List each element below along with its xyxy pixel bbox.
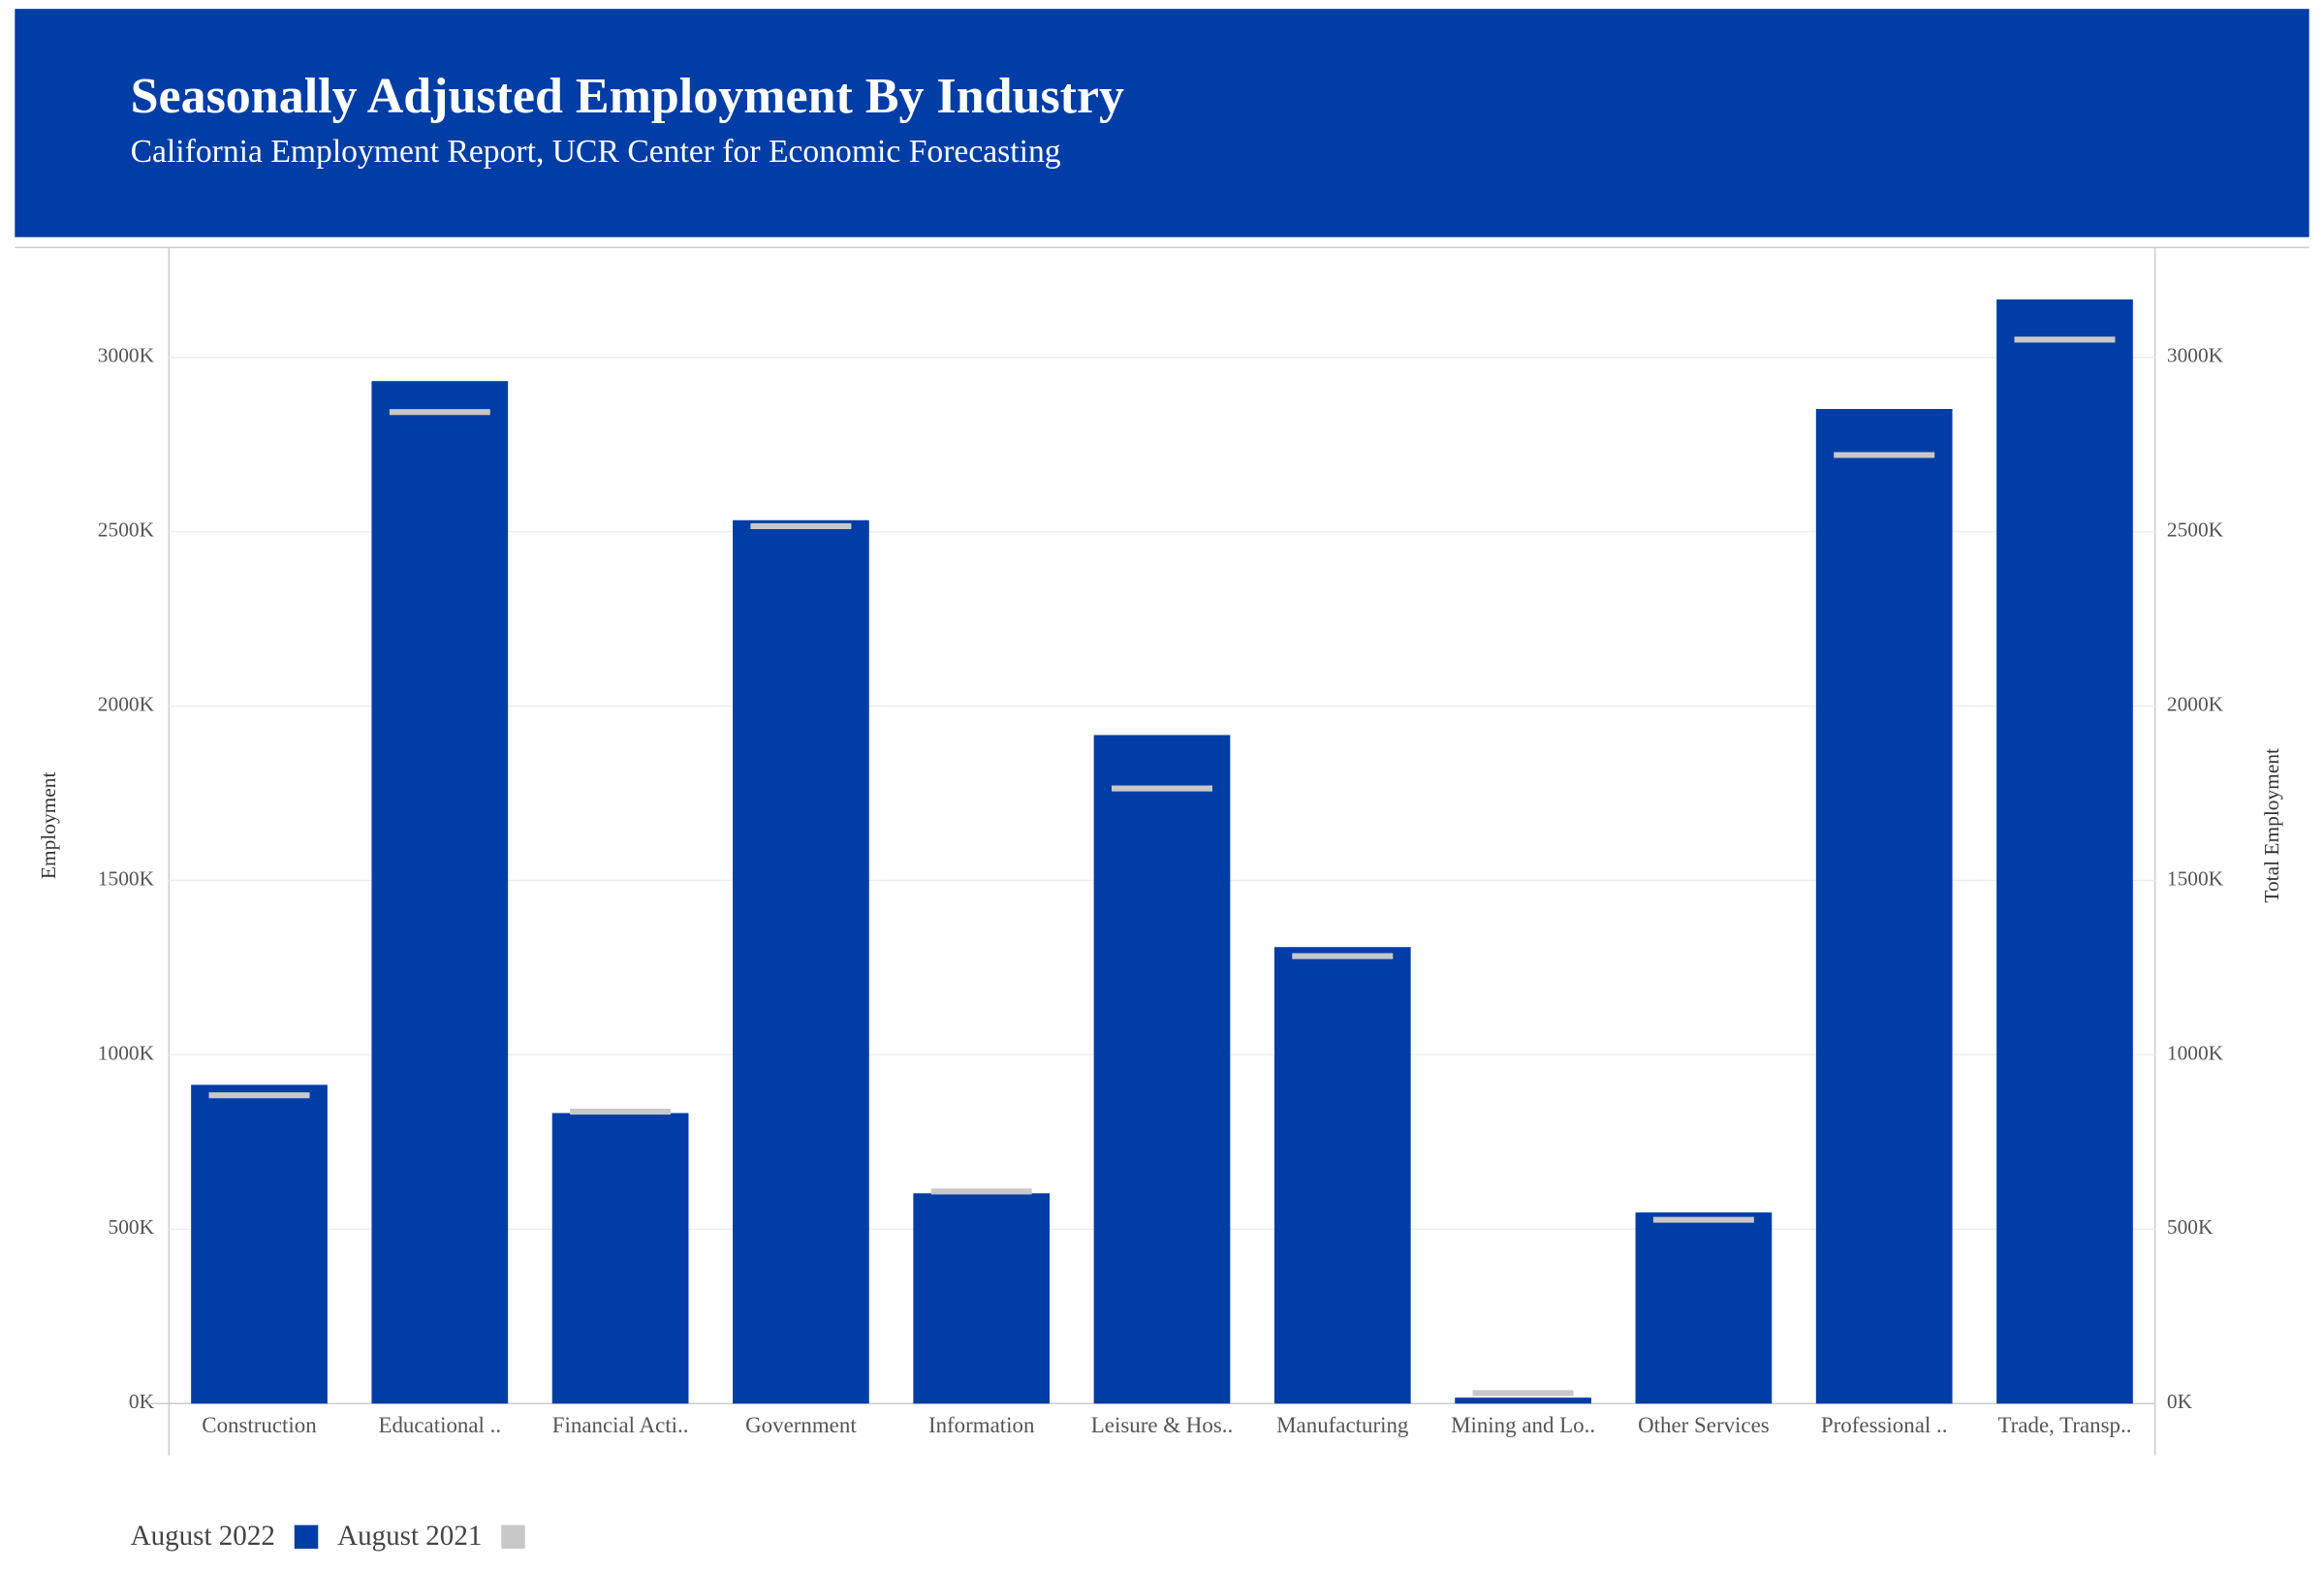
bar bbox=[733, 519, 869, 1404]
bar bbox=[371, 381, 509, 1404]
bar bbox=[1093, 735, 1231, 1404]
y-axis-title: Employment bbox=[37, 771, 60, 879]
x-tick-label: Other Services bbox=[1638, 1413, 1770, 1437]
legend-label: August 2022 bbox=[131, 1521, 275, 1552]
y-tick-label: 1000K bbox=[98, 1041, 155, 1064]
chart-title: Seasonally Adjusted Employment By Indust… bbox=[131, 69, 1124, 124]
bar bbox=[1635, 1212, 1773, 1404]
chart-subtitle: California Employment Report, UCR Center… bbox=[131, 134, 1061, 170]
x-tick-label: Professional .. bbox=[1821, 1413, 1948, 1437]
x-tick-label: Construction bbox=[202, 1413, 317, 1437]
y2-tick-label: 1500K bbox=[2167, 866, 2224, 890]
bar bbox=[913, 1193, 1051, 1404]
y2-tick-label: 1000K bbox=[2167, 1041, 2224, 1064]
legend-label: August 2021 bbox=[337, 1521, 482, 1552]
x-tick-label: Mining and Lo.. bbox=[1451, 1413, 1595, 1437]
x-tick-label: Government bbox=[745, 1413, 857, 1437]
y2-tick-label: 2000K bbox=[2167, 692, 2224, 715]
y-tick-label: 3000K bbox=[98, 344, 155, 367]
y-tick-label: 2000K bbox=[98, 692, 155, 715]
bar bbox=[1455, 1397, 1591, 1404]
x-tick-label: Financial Acti.. bbox=[552, 1413, 689, 1437]
y2-axis-title: Total Employment bbox=[2260, 748, 2283, 903]
x-tick-label: Trade, Transp.. bbox=[1997, 1413, 2131, 1437]
header-band bbox=[15, 9, 2309, 237]
y-tick-label: 500K bbox=[108, 1215, 154, 1239]
bar bbox=[1815, 409, 1953, 1404]
bar bbox=[1996, 299, 2133, 1404]
legend-swatch bbox=[294, 1524, 319, 1550]
y2-tick-label: 2500K bbox=[2167, 518, 2224, 542]
bar bbox=[191, 1084, 328, 1404]
y2-tick-label: 0K bbox=[2167, 1390, 2193, 1413]
x-tick-label: Information bbox=[928, 1413, 1035, 1437]
bar bbox=[1273, 947, 1411, 1404]
legend-swatch bbox=[501, 1524, 525, 1550]
y2-tick-label: 500K bbox=[2167, 1215, 2214, 1239]
y-tick-label: 1500K bbox=[98, 866, 155, 890]
x-tick-label: Manufacturing bbox=[1276, 1413, 1409, 1437]
bar bbox=[551, 1113, 689, 1404]
x-tick-label: Leisure & Hos.. bbox=[1091, 1413, 1233, 1437]
y2-tick-label: 3000K bbox=[2167, 344, 2224, 367]
x-tick-label: Educational .. bbox=[378, 1413, 501, 1437]
y-tick-label: 0K bbox=[129, 1390, 155, 1413]
y-tick-label: 2500K bbox=[98, 518, 155, 542]
